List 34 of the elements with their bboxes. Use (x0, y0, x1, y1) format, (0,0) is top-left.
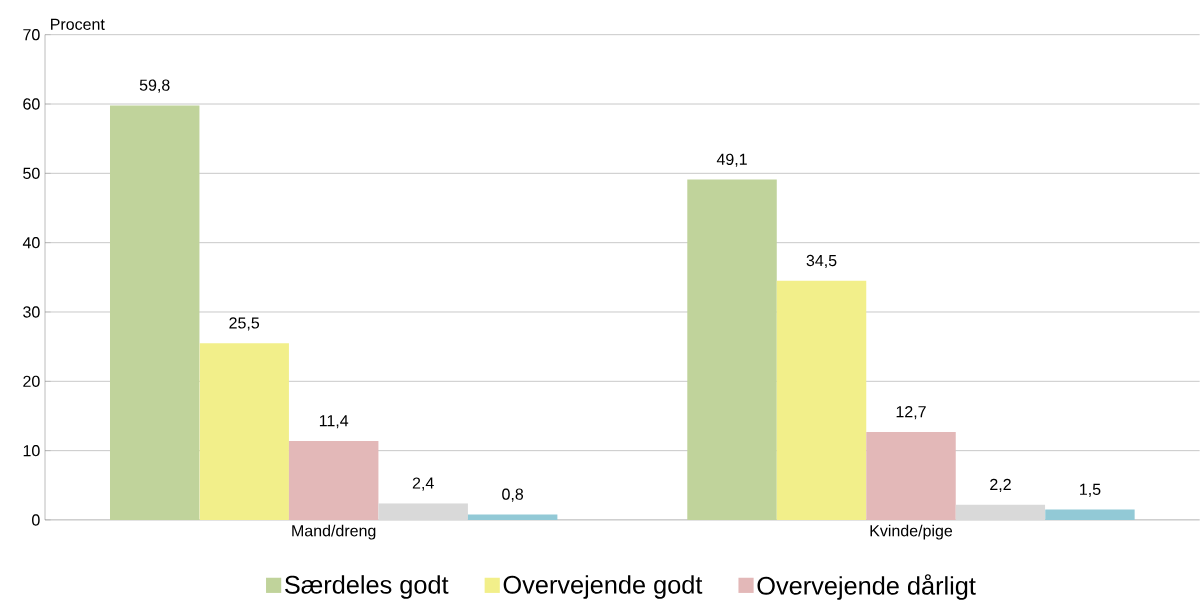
data-label: 0,8 (502, 488, 524, 502)
bar (687, 179, 777, 520)
data-label: 12,7 (896, 406, 926, 420)
legend-label: Overvejende godt (503, 575, 703, 599)
data-label: 59,8 (139, 79, 170, 93)
bar (288, 440, 379, 520)
y-tick-label: 10 (23, 445, 40, 457)
y-tick-label: 70 (23, 29, 40, 41)
bar (1045, 509, 1135, 520)
data-label: 34,5 (806, 254, 837, 269)
bar (467, 514, 558, 520)
bar (955, 504, 1046, 520)
y-tick-label: 40 (22, 237, 40, 249)
legend-label: Overvejende dårligt (757, 574, 976, 600)
data-label: 1,5 (1080, 483, 1101, 497)
x-tick-label: Mand/dreng (292, 524, 376, 540)
data-label: 11,4 (319, 415, 349, 429)
legend-label: Særdeles godt (285, 575, 449, 599)
x-tick-label: Kvinde/pige (870, 524, 953, 540)
y-tick-label: 0 (32, 514, 40, 526)
bar (199, 343, 289, 520)
data-label: 49,1 (716, 153, 747, 167)
y-axis-title: Procent (51, 18, 105, 30)
bar (776, 280, 867, 520)
bar (109, 105, 200, 520)
data-label: 2,2 (990, 478, 1011, 493)
y-tick-label: 60 (23, 98, 40, 110)
data-label: 25,5 (229, 317, 260, 331)
y-tick-label: 50 (23, 167, 40, 179)
bar (378, 503, 468, 520)
data-label: 2,4 (412, 477, 434, 491)
bar (866, 431, 956, 520)
y-tick-label: 30 (23, 306, 40, 318)
y-tick-label: 20 (23, 375, 40, 387)
